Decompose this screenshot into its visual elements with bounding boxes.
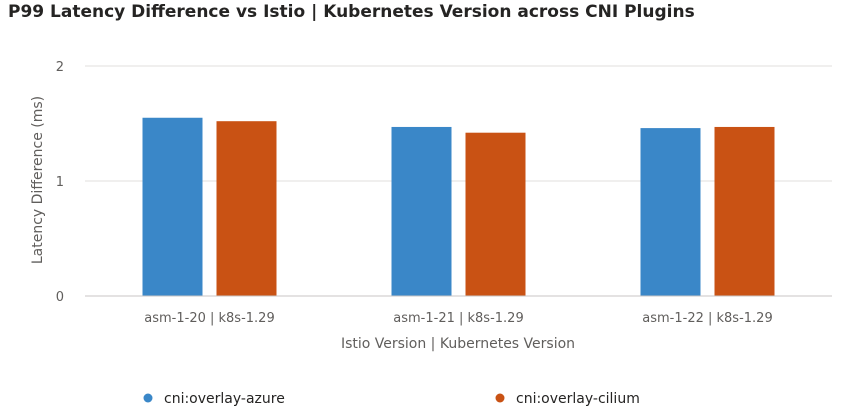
- bar-cni-overlay-cilium: [714, 126, 775, 296]
- chart-title: P99 Latency Difference vs Istio | Kubern…: [8, 2, 695, 22]
- y-axis-title: Latency Difference (ms): [30, 96, 46, 264]
- legend-label: cni:overlay-azure: [164, 391, 285, 407]
- bar-cni-overlay-azure: [391, 126, 452, 296]
- bar-cni-overlay-cilium: [216, 121, 277, 296]
- y-tick-labels: 0 1 2: [56, 60, 64, 305]
- bars: [142, 117, 775, 296]
- bar-cni-overlay-azure: [142, 117, 203, 296]
- bar-cni-overlay-cilium: [465, 132, 526, 296]
- gridlines: [85, 65, 832, 182]
- bar-cni-overlay-azure: [640, 128, 701, 296]
- x-tick-label: asm-1-20 | k8s-1.29: [144, 311, 274, 326]
- y-tick-label: 2: [56, 60, 64, 75]
- x-axis-title: Istio Version | Kubernetes Version: [341, 336, 575, 352]
- y-tick-label: 0: [56, 290, 64, 305]
- y-tick-label: 1: [56, 175, 64, 190]
- x-tick-label: asm-1-21 | k8s-1.29: [393, 311, 523, 326]
- legend-marker: [495, 393, 505, 403]
- x-tick-label: asm-1-22 | k8s-1.29: [642, 311, 772, 326]
- x-tick-labels: asm-1-20 | k8s-1.29 asm-1-21 | k8s-1.29 as…: [144, 311, 772, 326]
- legend-marker: [143, 393, 153, 403]
- legend-label: cni:overlay-cilium: [516, 391, 640, 407]
- legend: cni:overlay-azure cni:overlay-cilium: [143, 391, 640, 407]
